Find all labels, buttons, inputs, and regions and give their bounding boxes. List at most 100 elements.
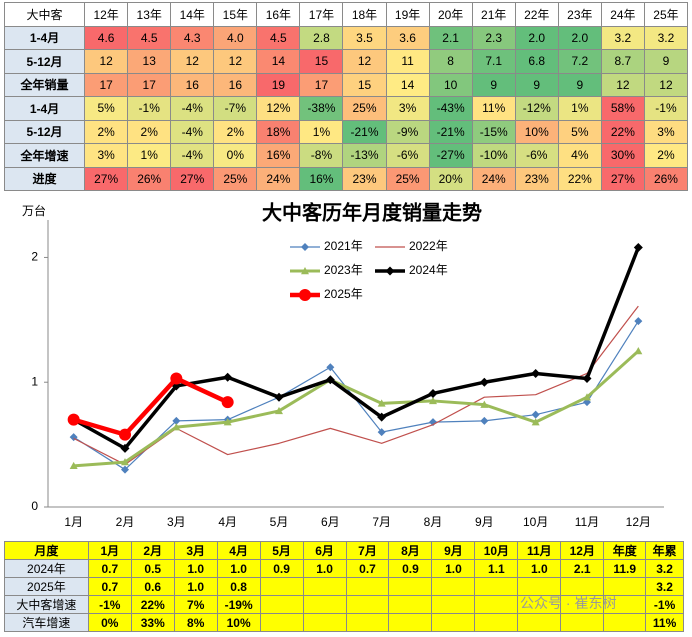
series-line (73, 376, 229, 437)
legend-marker (385, 266, 395, 276)
cell: 11% (645, 613, 684, 632)
cell: 9 (514, 72, 559, 97)
header-cell: 11月 (517, 541, 562, 560)
cell: 3% (84, 143, 129, 168)
row-label: 进度 (3, 166, 86, 191)
header-cell: 3月 (173, 541, 218, 560)
marker (275, 406, 283, 415)
marker (633, 242, 643, 252)
cell: 23% (342, 166, 387, 191)
cell (345, 577, 390, 596)
header-cell: 年累 (645, 541, 684, 560)
cell: 0.7 (87, 577, 132, 596)
cell: -21% (342, 119, 387, 144)
cell: 5% (84, 96, 129, 121)
series-line (72, 246, 640, 451)
cell: 12 (643, 72, 689, 97)
marker (480, 416, 489, 425)
header-cell: 2月 (130, 541, 175, 560)
marker (634, 317, 643, 326)
cell: 25% (385, 166, 430, 191)
cell: 12% (256, 96, 301, 121)
cell (259, 613, 304, 632)
header-cell: 18年 (342, 2, 387, 27)
cell: 6.8 (514, 49, 559, 74)
cell: 3% (643, 119, 689, 144)
cell: 3.2 (643, 25, 689, 50)
cell (259, 595, 304, 614)
cell: 1.0 (173, 559, 218, 578)
cell: 0.7 (345, 559, 390, 578)
cell: 4.0 (213, 25, 258, 50)
marker (121, 458, 129, 466)
cell (517, 613, 562, 632)
cell: 2.1 (560, 559, 605, 578)
cell (388, 613, 433, 632)
cell: 8 (428, 49, 473, 74)
cell: 22% (130, 595, 175, 614)
cell (603, 613, 647, 632)
cell: 1.0 (517, 559, 562, 578)
cell: 25% (213, 166, 258, 191)
y-tick-label: 0 (31, 499, 38, 513)
cell (302, 613, 347, 632)
header-cell: 25年 (643, 2, 689, 27)
cell: 23% (514, 166, 559, 191)
cell: 24% (471, 166, 516, 191)
cell (302, 577, 347, 596)
cell: -7% (213, 96, 258, 121)
cell (345, 613, 390, 632)
cell: -8% (299, 143, 344, 168)
header-cell: 24年 (600, 2, 645, 27)
marker (69, 461, 78, 470)
cell: 8% (173, 613, 218, 632)
cell: 19 (256, 72, 301, 97)
cell: 27% (84, 166, 129, 191)
x-tick-label: 5月 (270, 515, 289, 529)
header-cell: 13年 (127, 2, 172, 27)
cell: 1.0 (216, 559, 261, 578)
marker (531, 410, 540, 419)
cell: 22% (557, 166, 602, 191)
x-tick-label: 4月 (218, 515, 237, 529)
watermark: 公众号 · 崔东树 (520, 595, 617, 611)
cell: 9 (557, 72, 602, 97)
cell: -12% (514, 96, 559, 121)
cell (560, 577, 605, 596)
header-cell: 12月 (560, 541, 605, 560)
cell: 18% (256, 119, 301, 144)
cell: -15% (471, 119, 516, 144)
cell: -43% (428, 96, 473, 121)
cell: 17 (127, 72, 172, 97)
cell: 9 (643, 49, 689, 74)
cell: 0.8 (216, 577, 261, 596)
cell: -1% (127, 96, 172, 121)
row-label: 2024年 (4, 559, 89, 578)
header-cell: 1月 (87, 541, 132, 560)
cell: 1% (299, 119, 344, 144)
cell: 12 (84, 49, 129, 74)
cell: 27% (170, 166, 215, 191)
cell: 0.9 (388, 559, 433, 578)
header-cell: 21年 (471, 2, 516, 27)
cell: 8.7 (600, 49, 645, 74)
marker (120, 443, 130, 453)
cell: 11.9 (603, 559, 647, 578)
cell: 4.6 (84, 25, 129, 50)
cell (474, 613, 519, 632)
cell: 7.2 (557, 49, 602, 74)
header-cell: 月度 (4, 541, 89, 560)
legend-label: 2025年 (324, 287, 363, 301)
cell: 2.0 (557, 25, 602, 50)
header-cell: 5月 (259, 541, 304, 560)
marker (326, 363, 335, 372)
marker (429, 396, 437, 405)
cell: 0% (213, 143, 258, 168)
cell (603, 595, 647, 614)
cell: 5% (557, 119, 602, 144)
cell: 1% (127, 143, 172, 168)
cell: 3.6 (385, 25, 430, 50)
cell: 4.5 (127, 25, 172, 50)
legend-label: 2022年 (409, 239, 448, 253)
header-cell: 23年 (557, 2, 602, 27)
